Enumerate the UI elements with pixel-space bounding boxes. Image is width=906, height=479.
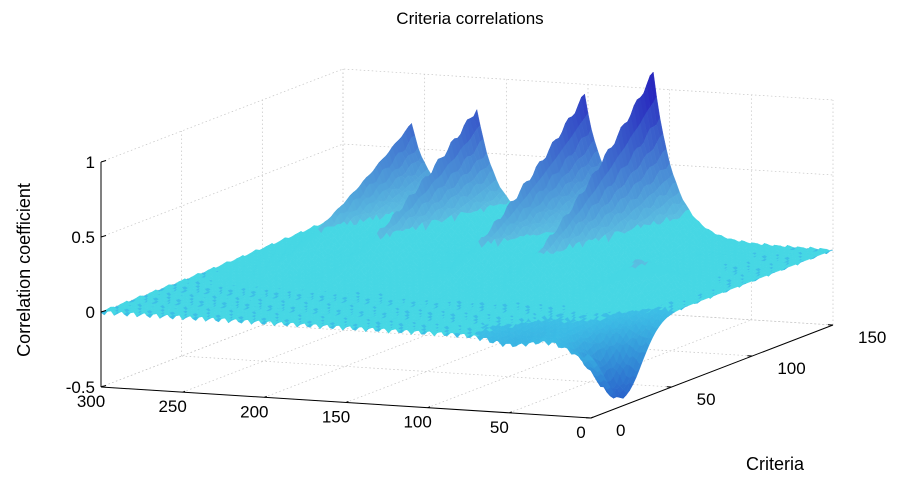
grid-line [509,319,752,414]
correlation-surface [100,71,834,399]
grid-line [181,355,672,388]
